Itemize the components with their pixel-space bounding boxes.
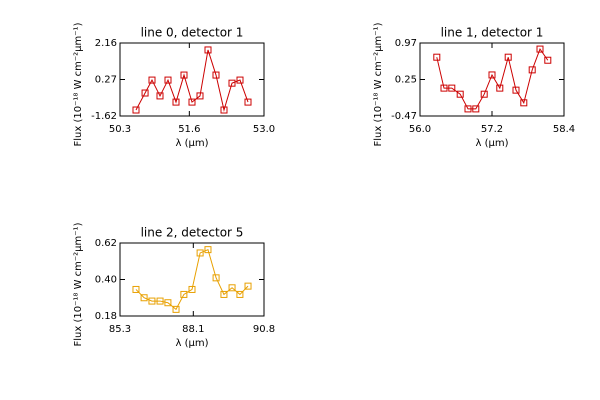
marker xyxy=(504,53,512,61)
x-tick-label: 85.3 xyxy=(109,324,131,335)
x-axis-label: λ (μm) xyxy=(475,138,508,149)
marker xyxy=(148,76,156,84)
marker xyxy=(228,284,236,292)
y-tick-label: 0.62 xyxy=(95,238,117,249)
plot-frame xyxy=(119,242,265,317)
marker xyxy=(512,86,520,94)
y-tick-label: 0.25 xyxy=(395,75,417,86)
x-tick-label: 90.8 xyxy=(253,324,275,335)
y-tick-label: 2.16 xyxy=(95,38,117,49)
marker xyxy=(480,90,488,98)
marker xyxy=(228,79,236,87)
marker xyxy=(172,305,180,313)
marker xyxy=(156,92,164,100)
y-tick-label: 0.97 xyxy=(395,38,417,49)
y-tick-label: -0.47 xyxy=(391,111,417,122)
data-line xyxy=(135,248,249,311)
marker xyxy=(132,285,140,293)
marker xyxy=(212,274,220,282)
y-tick-label: 0.18 xyxy=(95,311,117,322)
marker xyxy=(212,71,220,79)
marker xyxy=(464,105,472,113)
marker xyxy=(164,299,172,307)
marker xyxy=(433,53,441,61)
marker xyxy=(528,66,536,74)
chart-title: line 1, detector 1 xyxy=(441,26,544,40)
marker xyxy=(188,98,196,106)
marker xyxy=(456,90,464,98)
y-axis-label: Flux (10⁻¹⁸ W cm⁻²μm⁻¹) xyxy=(73,222,84,346)
marker xyxy=(472,105,480,113)
marker xyxy=(204,246,212,254)
marker xyxy=(440,84,448,92)
x-tick-label: 88.1 xyxy=(182,324,204,335)
marker xyxy=(204,46,212,54)
marker xyxy=(180,290,188,298)
marker xyxy=(496,84,504,92)
marker xyxy=(140,294,148,302)
marker xyxy=(141,89,149,97)
data-line xyxy=(135,49,249,112)
marker xyxy=(188,285,196,293)
marker xyxy=(244,282,252,290)
marker xyxy=(164,76,172,84)
marker xyxy=(172,98,180,106)
y-tick-label: -1.62 xyxy=(91,111,117,122)
marker xyxy=(488,71,496,79)
marker xyxy=(132,106,140,114)
x-tick-label: 50.3 xyxy=(109,124,131,135)
x-tick-label: 58.4 xyxy=(553,124,575,135)
x-tick-label: 53.0 xyxy=(253,124,275,135)
marker xyxy=(196,92,204,100)
y-axis-label: Flux (10⁻¹⁸ W cm⁻²μm⁻¹) xyxy=(73,22,84,146)
y-axis-label: Flux (10⁻¹⁸ W cm⁻²μm⁻¹) xyxy=(373,22,384,146)
marker xyxy=(520,99,528,107)
marker xyxy=(236,76,244,84)
marker xyxy=(196,249,204,257)
marker xyxy=(236,290,244,298)
marker xyxy=(180,71,188,79)
chart-title: line 0, detector 1 xyxy=(141,26,244,40)
marker xyxy=(220,106,228,114)
data-line xyxy=(436,48,549,110)
marker xyxy=(544,56,552,64)
y-tick-label: 0.27 xyxy=(95,75,117,86)
marker xyxy=(244,98,252,106)
chart-title: line 2, detector 5 xyxy=(141,226,244,240)
marker xyxy=(448,84,456,92)
x-tick-label: 56.0 xyxy=(409,124,431,135)
x-tick-label: 51.6 xyxy=(178,124,200,135)
x-axis-label: λ (μm) xyxy=(175,338,208,349)
marker xyxy=(220,290,228,298)
marker xyxy=(536,45,544,53)
x-tick-label: 57.2 xyxy=(481,124,503,135)
marker xyxy=(148,297,156,305)
marker xyxy=(156,297,164,305)
y-tick-label: 0.40 xyxy=(95,275,117,286)
x-axis-label: λ (μm) xyxy=(175,138,208,149)
